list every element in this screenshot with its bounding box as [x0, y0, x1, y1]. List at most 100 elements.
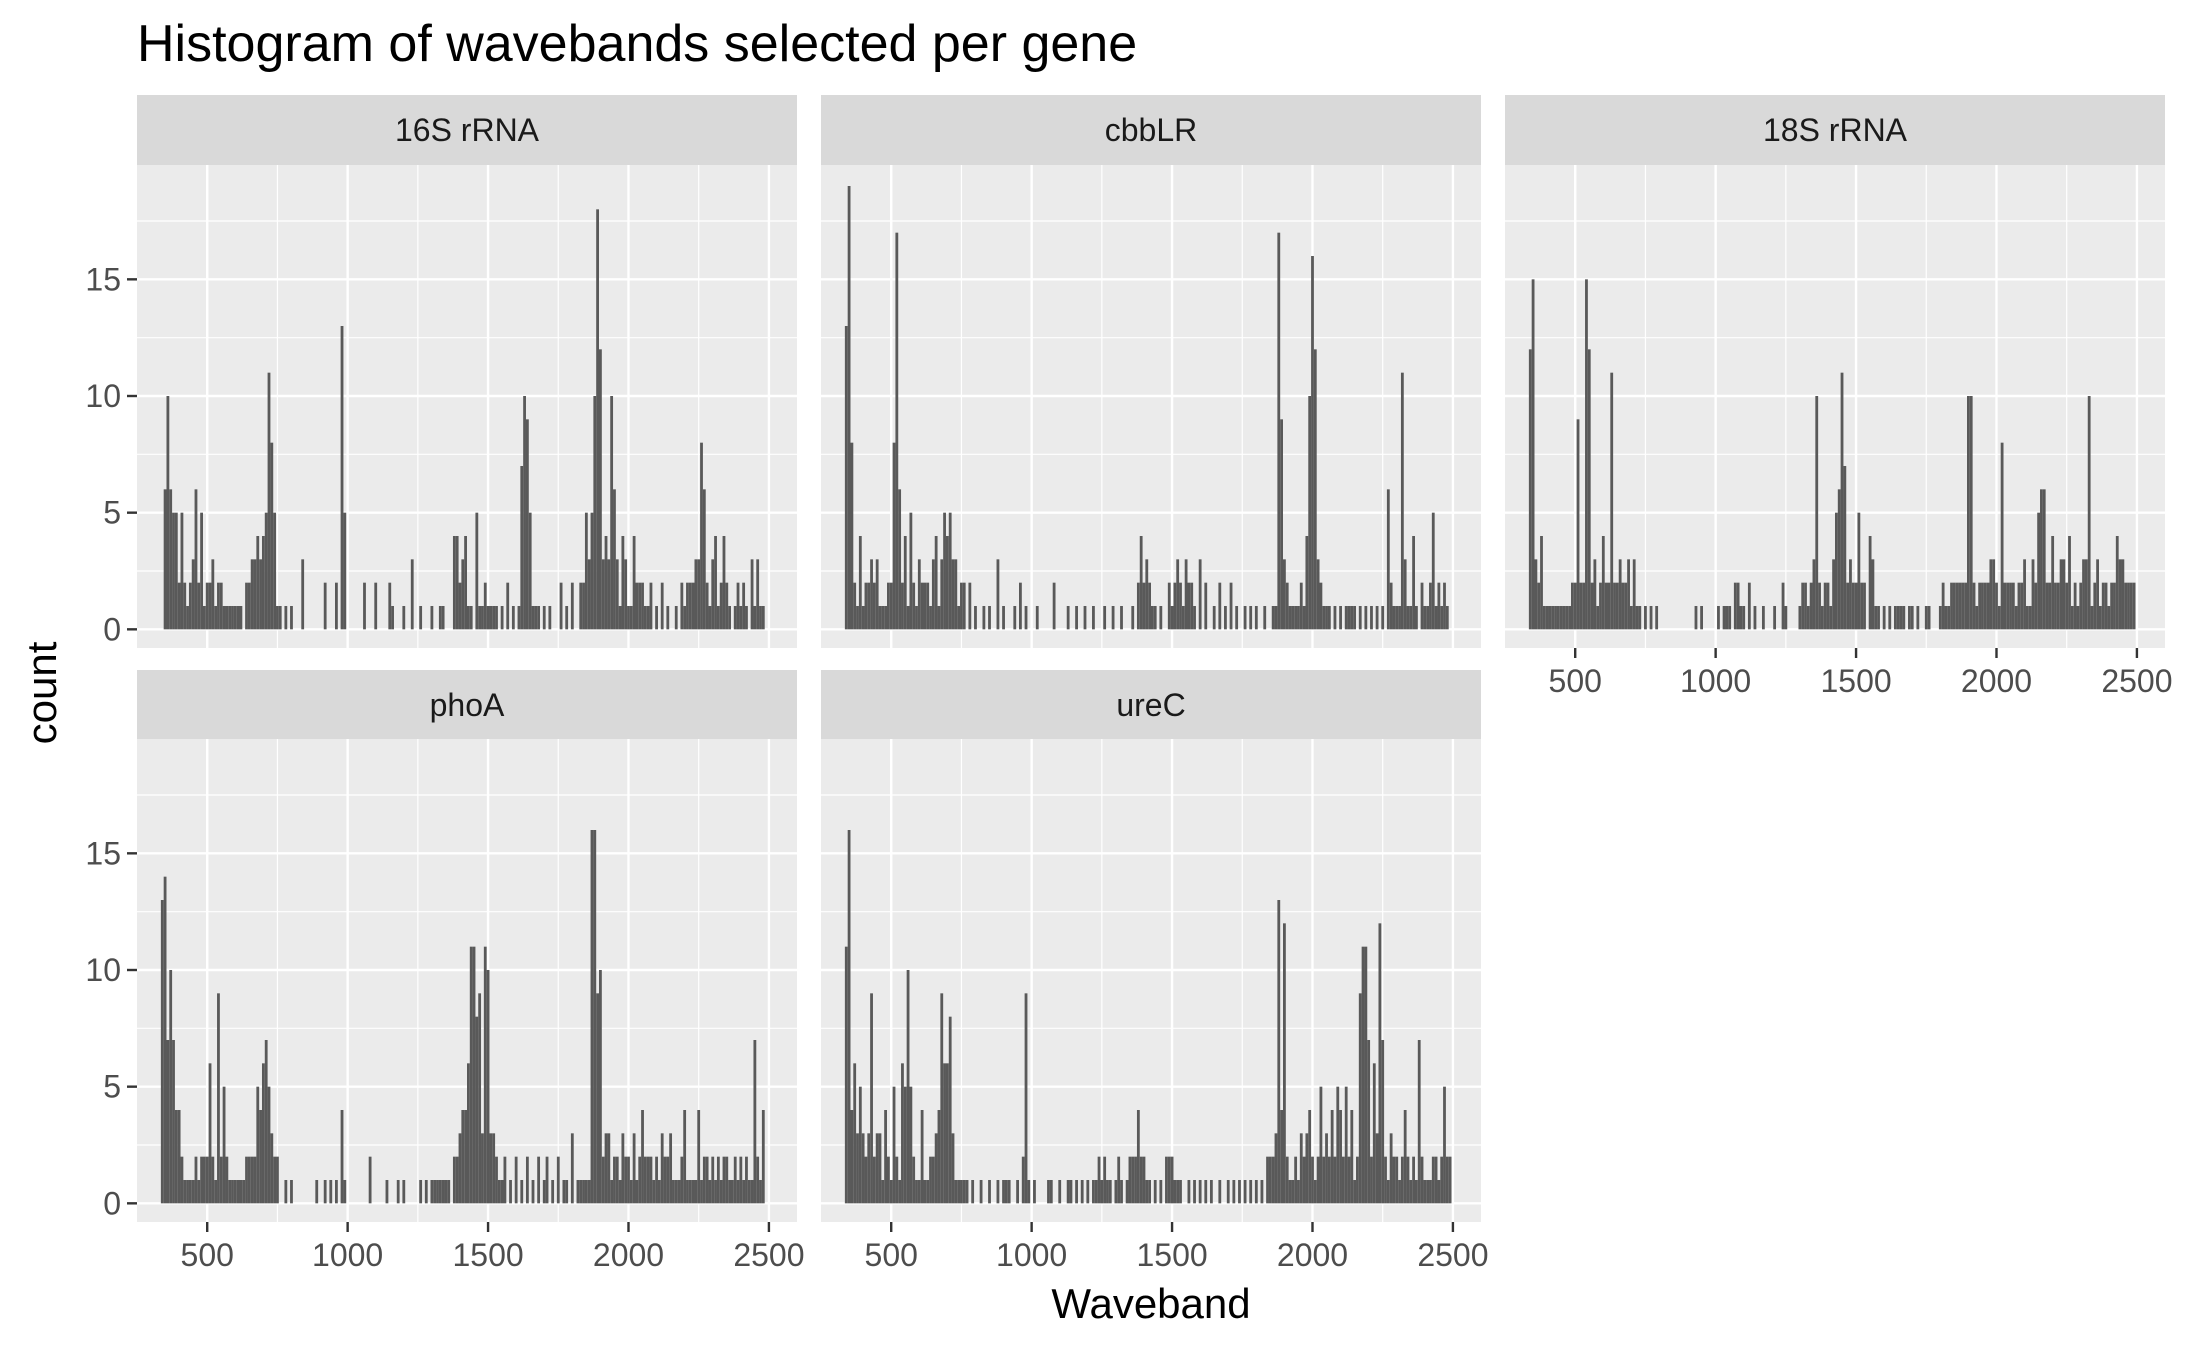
histogram-bar [881, 606, 885, 630]
histogram-bar [217, 993, 220, 1204]
histogram-bar [495, 1156, 498, 1204]
histogram-bar [1358, 606, 1362, 630]
histogram-bar [587, 559, 591, 630]
histogram-bar [954, 559, 958, 630]
histogram-bar [467, 606, 470, 630]
histogram-bar [565, 606, 569, 630]
histogram-bar [903, 536, 907, 630]
facet-strip-label: ureC [1116, 687, 1185, 723]
histogram-bar [424, 1180, 428, 1204]
histogram-bar [1733, 582, 1737, 630]
histogram-bar [1224, 606, 1227, 630]
histogram-bar [920, 1110, 924, 1204]
histogram-bar [1212, 606, 1216, 630]
histogram-bar [1193, 1180, 1196, 1204]
histogram-bar [1615, 582, 1619, 630]
histogram-bar [2107, 606, 2111, 630]
histogram-bar [613, 1156, 616, 1204]
histogram-bar [219, 582, 223, 630]
histogram-bar [705, 582, 709, 630]
histogram-bar [739, 1156, 743, 1204]
histogram-bar [1406, 606, 1410, 630]
histogram-bar [1021, 1156, 1025, 1204]
histogram-bar [1835, 512, 1838, 630]
histogram-bar [915, 1180, 918, 1204]
histogram-bar [607, 1133, 611, 1204]
histogram-bar [632, 536, 636, 630]
x-tick-label: 2000 [1961, 663, 2032, 699]
histogram-bar [2104, 582, 2108, 630]
histogram-bar [467, 1063, 470, 1204]
histogram-bar [719, 1180, 723, 1204]
histogram-bar [736, 582, 740, 630]
x-tick-label: 1000 [312, 1237, 383, 1273]
histogram-bar [500, 1180, 504, 1204]
histogram-bar [683, 1110, 687, 1204]
histogram-bar [759, 606, 762, 630]
histogram-bar [587, 1180, 591, 1204]
histogram-bar [458, 1133, 462, 1204]
histogram-bar [1350, 606, 1354, 630]
histogram-bar [169, 489, 173, 630]
histogram-bar [2110, 582, 2114, 630]
histogram-bar [1437, 1180, 1441, 1204]
histogram-bar [745, 606, 748, 630]
histogram-bar [1136, 582, 1140, 630]
histogram-bar [957, 1180, 961, 1204]
histogram-bar [716, 1156, 720, 1204]
histogram-bar [1938, 606, 1942, 630]
histogram-bar [211, 559, 215, 630]
histogram-bar [2045, 582, 2049, 630]
histogram-bar [261, 536, 265, 630]
histogram-bar [565, 1180, 569, 1204]
histogram-bar [343, 512, 347, 630]
histogram-bar [1981, 582, 1984, 630]
histogram-bar [250, 559, 254, 630]
histogram-bar [742, 582, 746, 630]
histogram-bar [1375, 1133, 1379, 1204]
histogram-bar [284, 1180, 288, 1204]
histogram-bar [641, 1110, 644, 1204]
histogram-bar [649, 1156, 653, 1204]
histogram-bar [870, 559, 873, 630]
histogram-bar [618, 606, 622, 630]
histogram-bar [2073, 582, 2077, 630]
histogram-bar [1655, 606, 1659, 630]
histogram-bar [1809, 582, 1813, 630]
histogram-bar [2014, 606, 2018, 630]
histogram-bar [236, 1180, 240, 1204]
histogram-bar [172, 512, 175, 630]
histogram-bar [1083, 606, 1087, 630]
x-tick-label: 1000 [1680, 663, 1751, 699]
histogram-bar [1336, 1086, 1340, 1204]
histogram-bar [853, 582, 857, 630]
histogram-bar [1607, 582, 1611, 630]
histogram-bar [929, 1156, 932, 1204]
histogram-bar [892, 1086, 896, 1204]
histogram-bar [1851, 582, 1855, 630]
histogram-bar [1545, 606, 1549, 630]
histogram-bar [1283, 559, 1286, 630]
histogram-bar [472, 946, 476, 1204]
histogram-bar [1111, 606, 1115, 630]
histogram-bar [887, 1156, 890, 1204]
histogram-bar [1243, 1180, 1247, 1204]
histogram-bar [222, 1086, 226, 1204]
histogram-bar [951, 559, 955, 630]
x-tick-label: 1500 [1820, 663, 1891, 699]
x-tick-label: 1000 [996, 1237, 1067, 1273]
histogram-bar [1103, 1156, 1107, 1204]
histogram-bar [545, 1156, 549, 1204]
histogram-bar [267, 372, 271, 630]
histogram-bar [643, 1156, 647, 1204]
histogram-bar [177, 1110, 181, 1204]
histogram-bar [1277, 232, 1281, 630]
histogram-bar [881, 1180, 885, 1204]
histogram-bar [711, 1156, 715, 1204]
histogram-bar [363, 582, 366, 630]
histogram-bar [1131, 606, 1135, 630]
histogram-bar [1299, 582, 1303, 630]
histogram-bar [2028, 606, 2032, 630]
histogram-bar [711, 559, 715, 630]
